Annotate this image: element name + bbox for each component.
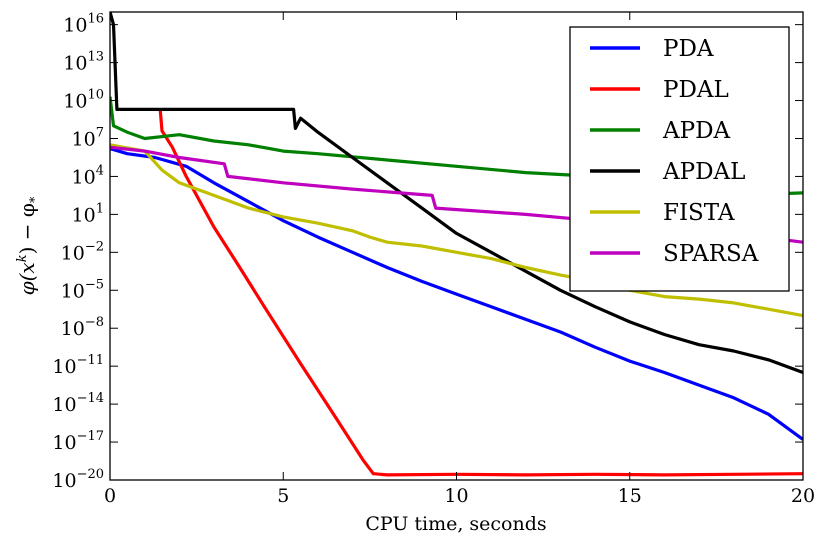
series-line-pdal xyxy=(158,109,803,477)
legend-label: SPARSA xyxy=(663,241,759,267)
legend-label: FISTA xyxy=(663,200,735,226)
y-tick-label: 1016 xyxy=(63,12,104,37)
legend-label: PDA xyxy=(663,36,714,62)
y-tick-label: 10−11 xyxy=(52,353,104,378)
y-axis: 1016 1013 1010 107 104 101 10−2 10−5 10−8 10−11 10… xyxy=(52,12,803,492)
series-line-fista xyxy=(110,143,803,318)
y-tick-label: 107 xyxy=(72,125,104,150)
y-tick-label: 1013 xyxy=(63,50,104,75)
y-tick-label: 10−5 xyxy=(61,277,104,302)
y-tick-label: 104 xyxy=(72,163,104,188)
y-tick-label: 10−8 xyxy=(61,315,104,340)
x-tick-label: 5 xyxy=(277,485,289,507)
series-layer xyxy=(110,12,803,477)
legend: PDA PDAL APDA APDAL FISTA SPARSA xyxy=(569,26,790,292)
y-tick-label: 10−20 xyxy=(52,467,104,492)
series-line-apdal xyxy=(110,12,803,375)
x-tick-label: 15 xyxy=(618,485,642,507)
y-tick-label: 10−14 xyxy=(52,391,104,416)
y-tick-label: 101 xyxy=(72,201,104,226)
x-axis: 0 5 10 15 20 xyxy=(104,12,815,507)
x-tick-label: 20 xyxy=(791,485,815,507)
y-axis-label: φ(xk) − φ* xyxy=(15,196,43,295)
x-axis-label: CPU time, seconds xyxy=(365,513,546,535)
x-tick-label: 10 xyxy=(444,485,468,507)
y-tick-label: 10−17 xyxy=(52,429,104,454)
legend-label: APDAL xyxy=(662,159,745,185)
legend-label: PDAL xyxy=(663,77,729,103)
legend-label: APDA xyxy=(662,118,731,144)
y-tick-label: 10−2 xyxy=(61,239,104,264)
y-tick-label: 1010 xyxy=(63,88,104,113)
legend-box xyxy=(569,26,790,292)
series-line-pda xyxy=(110,147,803,441)
x-tick-label: 0 xyxy=(104,485,116,507)
